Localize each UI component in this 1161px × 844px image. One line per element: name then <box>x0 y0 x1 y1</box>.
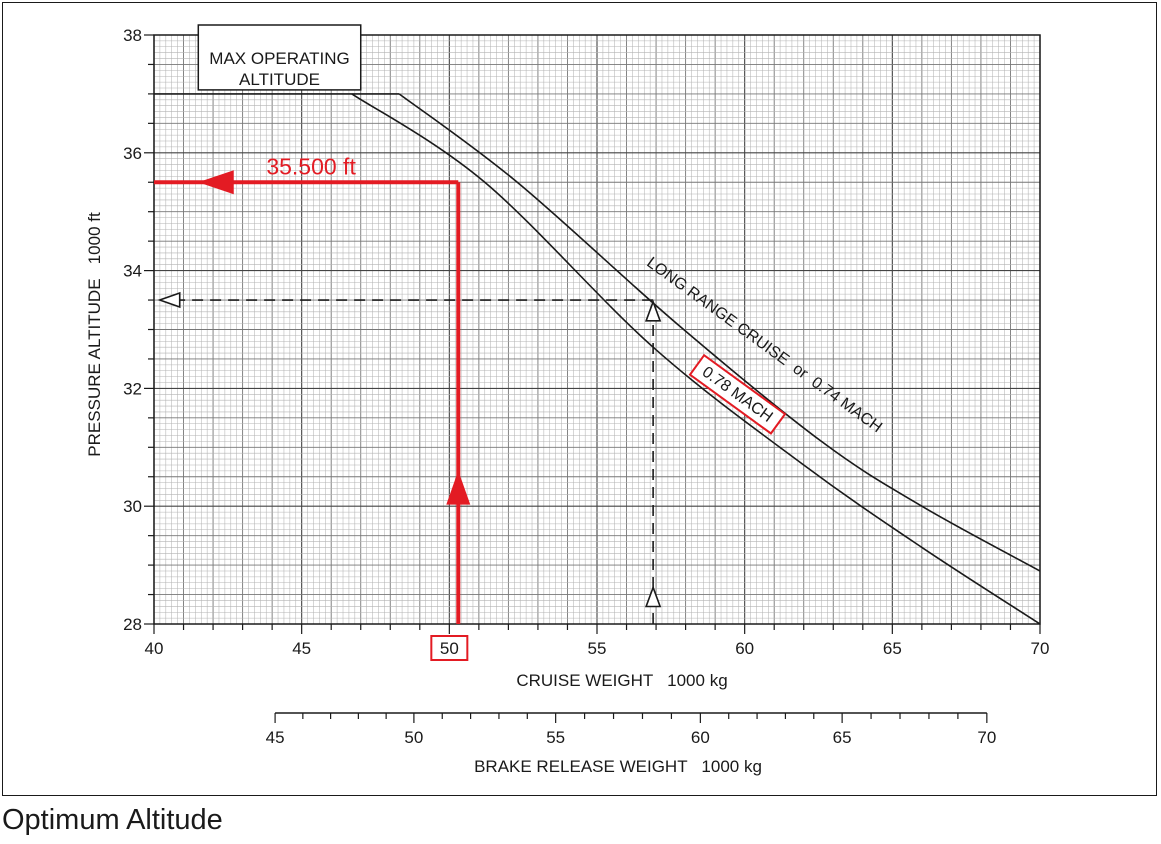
y-tick-label: 28 <box>123 615 142 634</box>
axes: 40 45 50 55 60 65 70 28 30 32 34 36 38 <box>123 26 1049 658</box>
dashed-arrow-up-lower <box>644 585 662 608</box>
series-label-box-0-78-mach <box>688 353 787 435</box>
y-tick-label: 36 <box>123 144 142 163</box>
x-axis-title: CRUISE WEIGHT 1000 kg <box>516 671 727 690</box>
x-tick-label: 45 <box>292 639 311 658</box>
series-line-0-78-mach <box>351 93 1041 625</box>
brake-release-axis-title: BRAKE RELEASE WEIGHT 1000 kg <box>474 757 762 776</box>
brake-release-tick-label: 50 <box>404 728 423 747</box>
max-altitude-label-box <box>197 24 362 91</box>
brake-release-tick-label: 60 <box>691 728 710 747</box>
brake-release-tick-label: 65 <box>833 728 852 747</box>
max-altitude-label-line-2: ALTITUDE <box>239 70 320 89</box>
y-tick-label: 34 <box>123 262 142 281</box>
dashed-example-path <box>157 291 662 624</box>
red-arrow-left <box>198 170 234 195</box>
dashed-arrow-left <box>157 291 181 309</box>
brake-release-tick-label: 70 <box>977 728 996 747</box>
x-tick-label: 65 <box>883 639 902 658</box>
y-tick-label: 30 <box>123 497 142 516</box>
x-tick-label: 60 <box>735 639 754 658</box>
x-tick-label: 40 <box>145 639 164 658</box>
x-tick-label: 55 <box>588 639 607 658</box>
red-example-path <box>154 170 471 624</box>
red-altitude-label: 35.500 ft <box>266 153 356 179</box>
brake-release-tick-label: 45 <box>266 728 285 747</box>
y-tick-label: 38 <box>123 26 142 45</box>
series-line-long-range-cruise <box>398 93 1041 572</box>
red-weight-box <box>430 635 469 661</box>
y-tick-label: 32 <box>123 379 142 398</box>
y-axis-title: PRESSURE ALTITUDE 1000 ft <box>85 212 104 457</box>
red-arrow-up <box>446 470 471 505</box>
figure-caption: Optimum Altitude <box>2 804 223 836</box>
max-altitude-label-line-1: MAX OPERATING <box>209 49 349 68</box>
series-lines <box>351 93 1041 625</box>
figure-frame <box>2 2 1157 796</box>
x-tick-label: 70 <box>1031 639 1050 658</box>
brake-release-weight-axis: 45 50 55 60 65 70 <box>266 712 996 747</box>
brake-release-tick-label: 55 <box>546 728 565 747</box>
x-tick-label: 50 <box>440 639 459 658</box>
chart-grid <box>153 34 1041 625</box>
dashed-arrow-up-upper <box>644 299 662 322</box>
optimum-altitude-chart: 40 45 50 55 60 65 70 28 30 32 34 36 38 MAX OPERATING… <box>85 24 1049 776</box>
